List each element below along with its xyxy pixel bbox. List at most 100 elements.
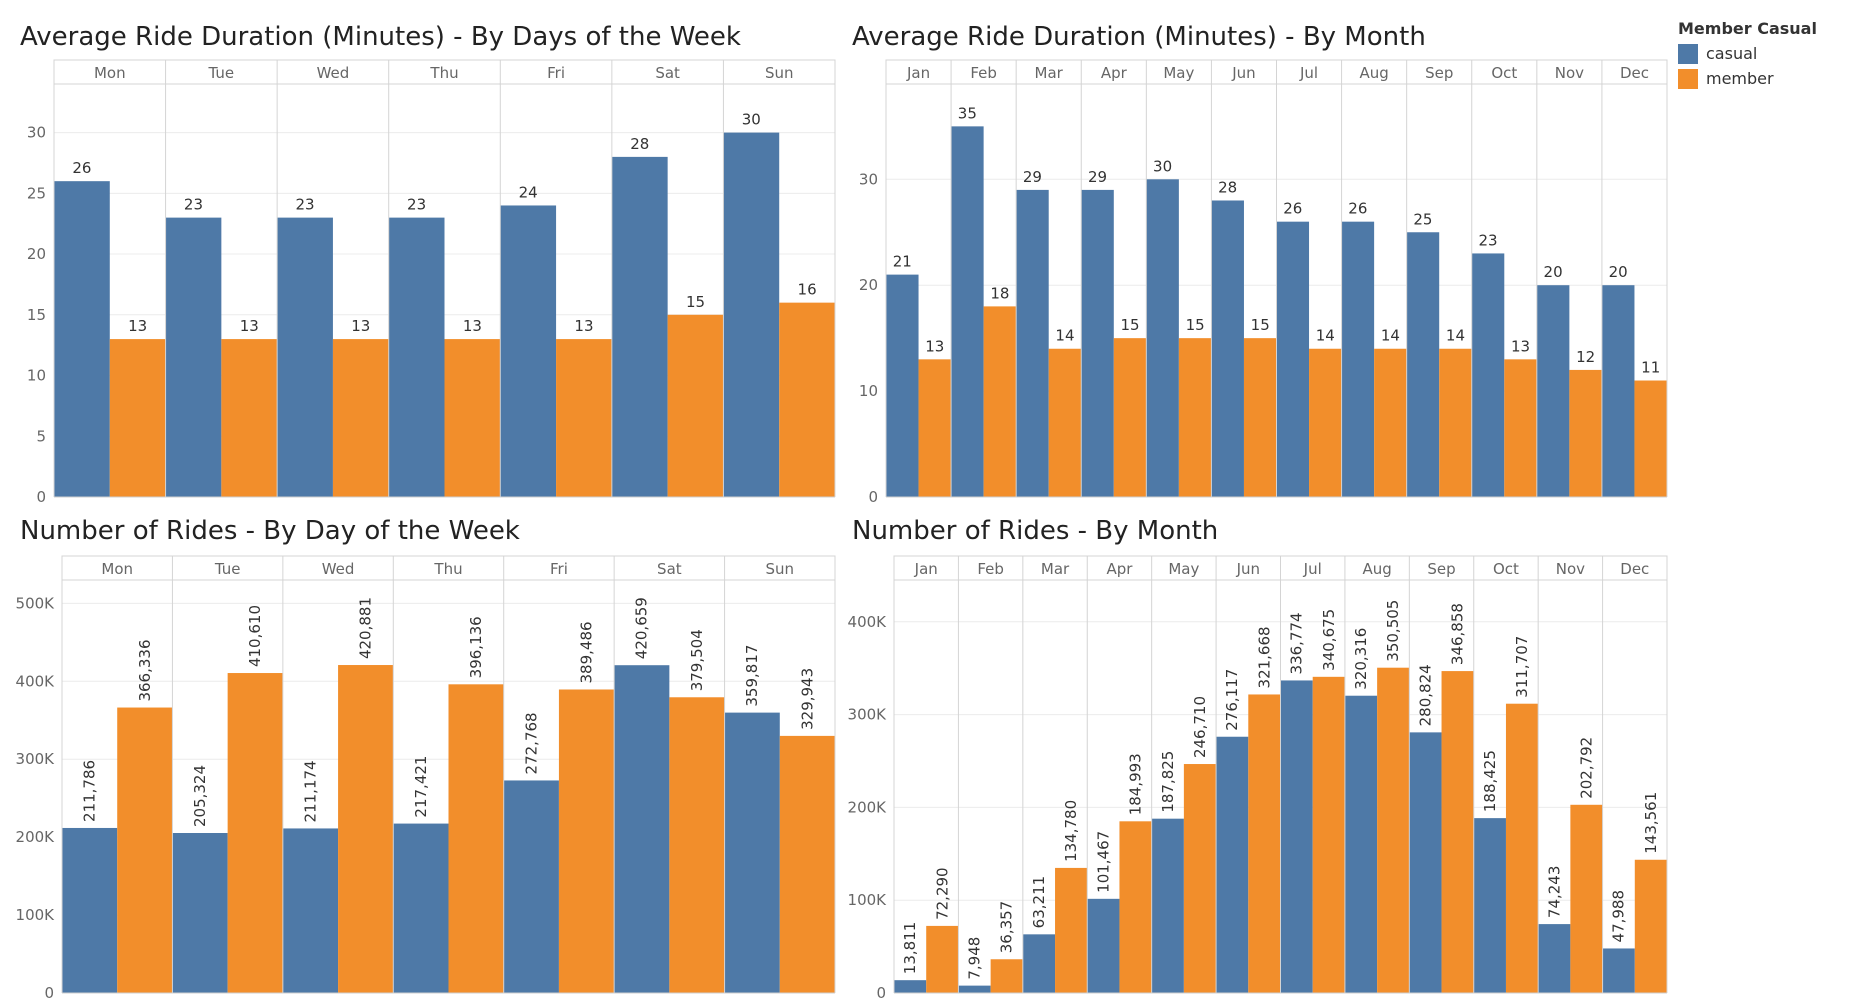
category-header-label: Wed [317,64,350,82]
chart-title: Number of Rides - By Day of the Week [20,516,520,546]
bar-casual [388,217,445,497]
bar-casual [277,217,333,497]
data-label-member: 379,504 [688,629,706,691]
data-label-member: 16 [798,281,817,299]
bar-member [1439,348,1472,497]
legend-title: Member Casual [1678,19,1817,38]
data-label-member: 13 [240,317,259,335]
y-tick-label: 500K [16,594,56,612]
bar-member [448,684,504,993]
data-label-member: 143,561 [1642,792,1660,854]
bar-member [990,959,1023,993]
data-label-casual: 320,316 [1352,628,1370,690]
category-header-label: Oct [1491,64,1517,82]
data-label-casual: 211,174 [301,760,319,822]
data-label-member: 396,136 [467,616,485,678]
legend-item-casual[interactable]: casual [1678,41,1817,66]
data-label-casual: 187,825 [1159,751,1177,813]
chart-legend: Member Casual casual member [1678,19,1817,91]
bar-member [1248,694,1281,993]
data-label-casual: 26 [72,159,91,177]
bar-member [983,306,1017,497]
y-tick-label: 100K [16,906,56,924]
data-label-member: 11 [1641,359,1660,377]
data-label-member: 14 [1381,327,1400,345]
bar-casual [503,780,559,993]
category-header-label: Apr [1101,64,1128,82]
data-label-casual: 23 [1478,231,1497,249]
bar-casual [1473,818,1506,993]
chart-rides-by-day: 0 100K 200K 300K 400K 500K Mon 211,786 366,336 Tu… [16,555,836,999]
data-label-casual: 74,243 [1545,866,1563,919]
data-label-member: 12 [1576,348,1595,366]
chart-duration-by-day: 0 5 10 15 20 25 30 Mon 26 13 Tue 23 13 Wed 23 13 Thu 23 13… [27,59,836,506]
chart-title: Number of Rides - By Month [852,516,1219,546]
category-header-label: Tue [208,64,235,82]
data-label-casual: 336,774 [1288,612,1306,674]
data-label-casual: 420,659 [633,597,651,659]
bar-member [1309,348,1342,497]
chart-title: Average Ride Duration (Minutes) - By Day… [20,22,741,52]
data-label-casual: 29 [1023,168,1042,186]
chart-panel-rides-by-day: Number of Rides - By Day of the Week 0 10… [16,516,840,999]
category-header-label: Jul [1299,64,1318,82]
bar-casual [393,823,449,993]
data-label-member: 13 [463,317,482,335]
bar-member [221,339,278,497]
category-header-label: Aug [1362,560,1391,578]
category-header-label: Wed [322,560,355,578]
data-label-member: 14 [1055,327,1074,345]
bar-member [1441,671,1474,993]
bar-casual [1280,680,1313,993]
bar-member [556,339,612,497]
data-label-casual: 47,988 [1610,890,1628,943]
data-label-member: 14 [1316,327,1335,345]
data-label-casual: 101,467 [1094,831,1112,893]
category-header-label: Fri [547,64,565,82]
y-tick-label: 100K [848,891,888,909]
data-label-member: 410,610 [246,605,264,667]
data-label-casual: 30 [1153,157,1172,175]
bar-casual [282,828,339,993]
data-label-casual: 205,324 [191,765,209,827]
data-label-casual: 20 [1609,263,1628,281]
data-label-member: 134,780 [1062,800,1080,862]
data-label-member: 36,357 [998,901,1016,954]
data-label-casual: 35 [958,104,977,122]
legend-item-member[interactable]: member [1678,66,1817,91]
data-label-casual: 28 [630,135,649,153]
bar-casual [1409,732,1442,993]
category-header-label: Thu [429,64,458,82]
category-header-label: Tue [214,560,241,578]
bar-casual [724,712,780,993]
data-label-casual: 25 [1413,210,1432,228]
bar-member [1634,859,1667,993]
category-header-label: May [1163,64,1194,82]
bar-member [1312,676,1345,993]
chart-panel-duration-by-day: Average Ride Duration (Minutes) - By Day… [20,22,840,506]
bar-member [1634,380,1667,497]
legend-swatch-member [1678,68,1698,89]
data-label-casual: 30 [742,111,761,129]
bar-member [918,359,952,497]
bar-member [1183,764,1217,993]
chart-panel-rides-by-month: Number of Rides - By Month 0 100K 200K 300K… [848,516,1672,999]
y-tick-label: 20 [27,245,46,263]
bar-casual [611,156,668,497]
data-label-member: 366,336 [136,640,154,702]
data-label-member: 340,675 [1320,609,1338,671]
y-tick-label: 0 [44,984,54,999]
data-label-member: 350,505 [1384,600,1402,662]
column-header-strip [53,59,836,85]
data-label-member: 202,792 [1577,737,1595,799]
y-tick-label: 200K [848,798,888,816]
bar-member [227,673,283,993]
data-label-casual: 13,811 [901,922,919,975]
data-label-casual: 211,786 [81,760,99,822]
legend-label-casual: casual [1706,44,1758,63]
data-label-member: 13 [925,337,944,355]
category-header-label: Nov [1556,560,1585,578]
bar-casual [1146,179,1179,498]
chart-panel-duration-by-month: Average Ride Duration (Minutes) - By Mon… [852,22,1672,506]
category-header-label: Aug [1359,64,1388,82]
